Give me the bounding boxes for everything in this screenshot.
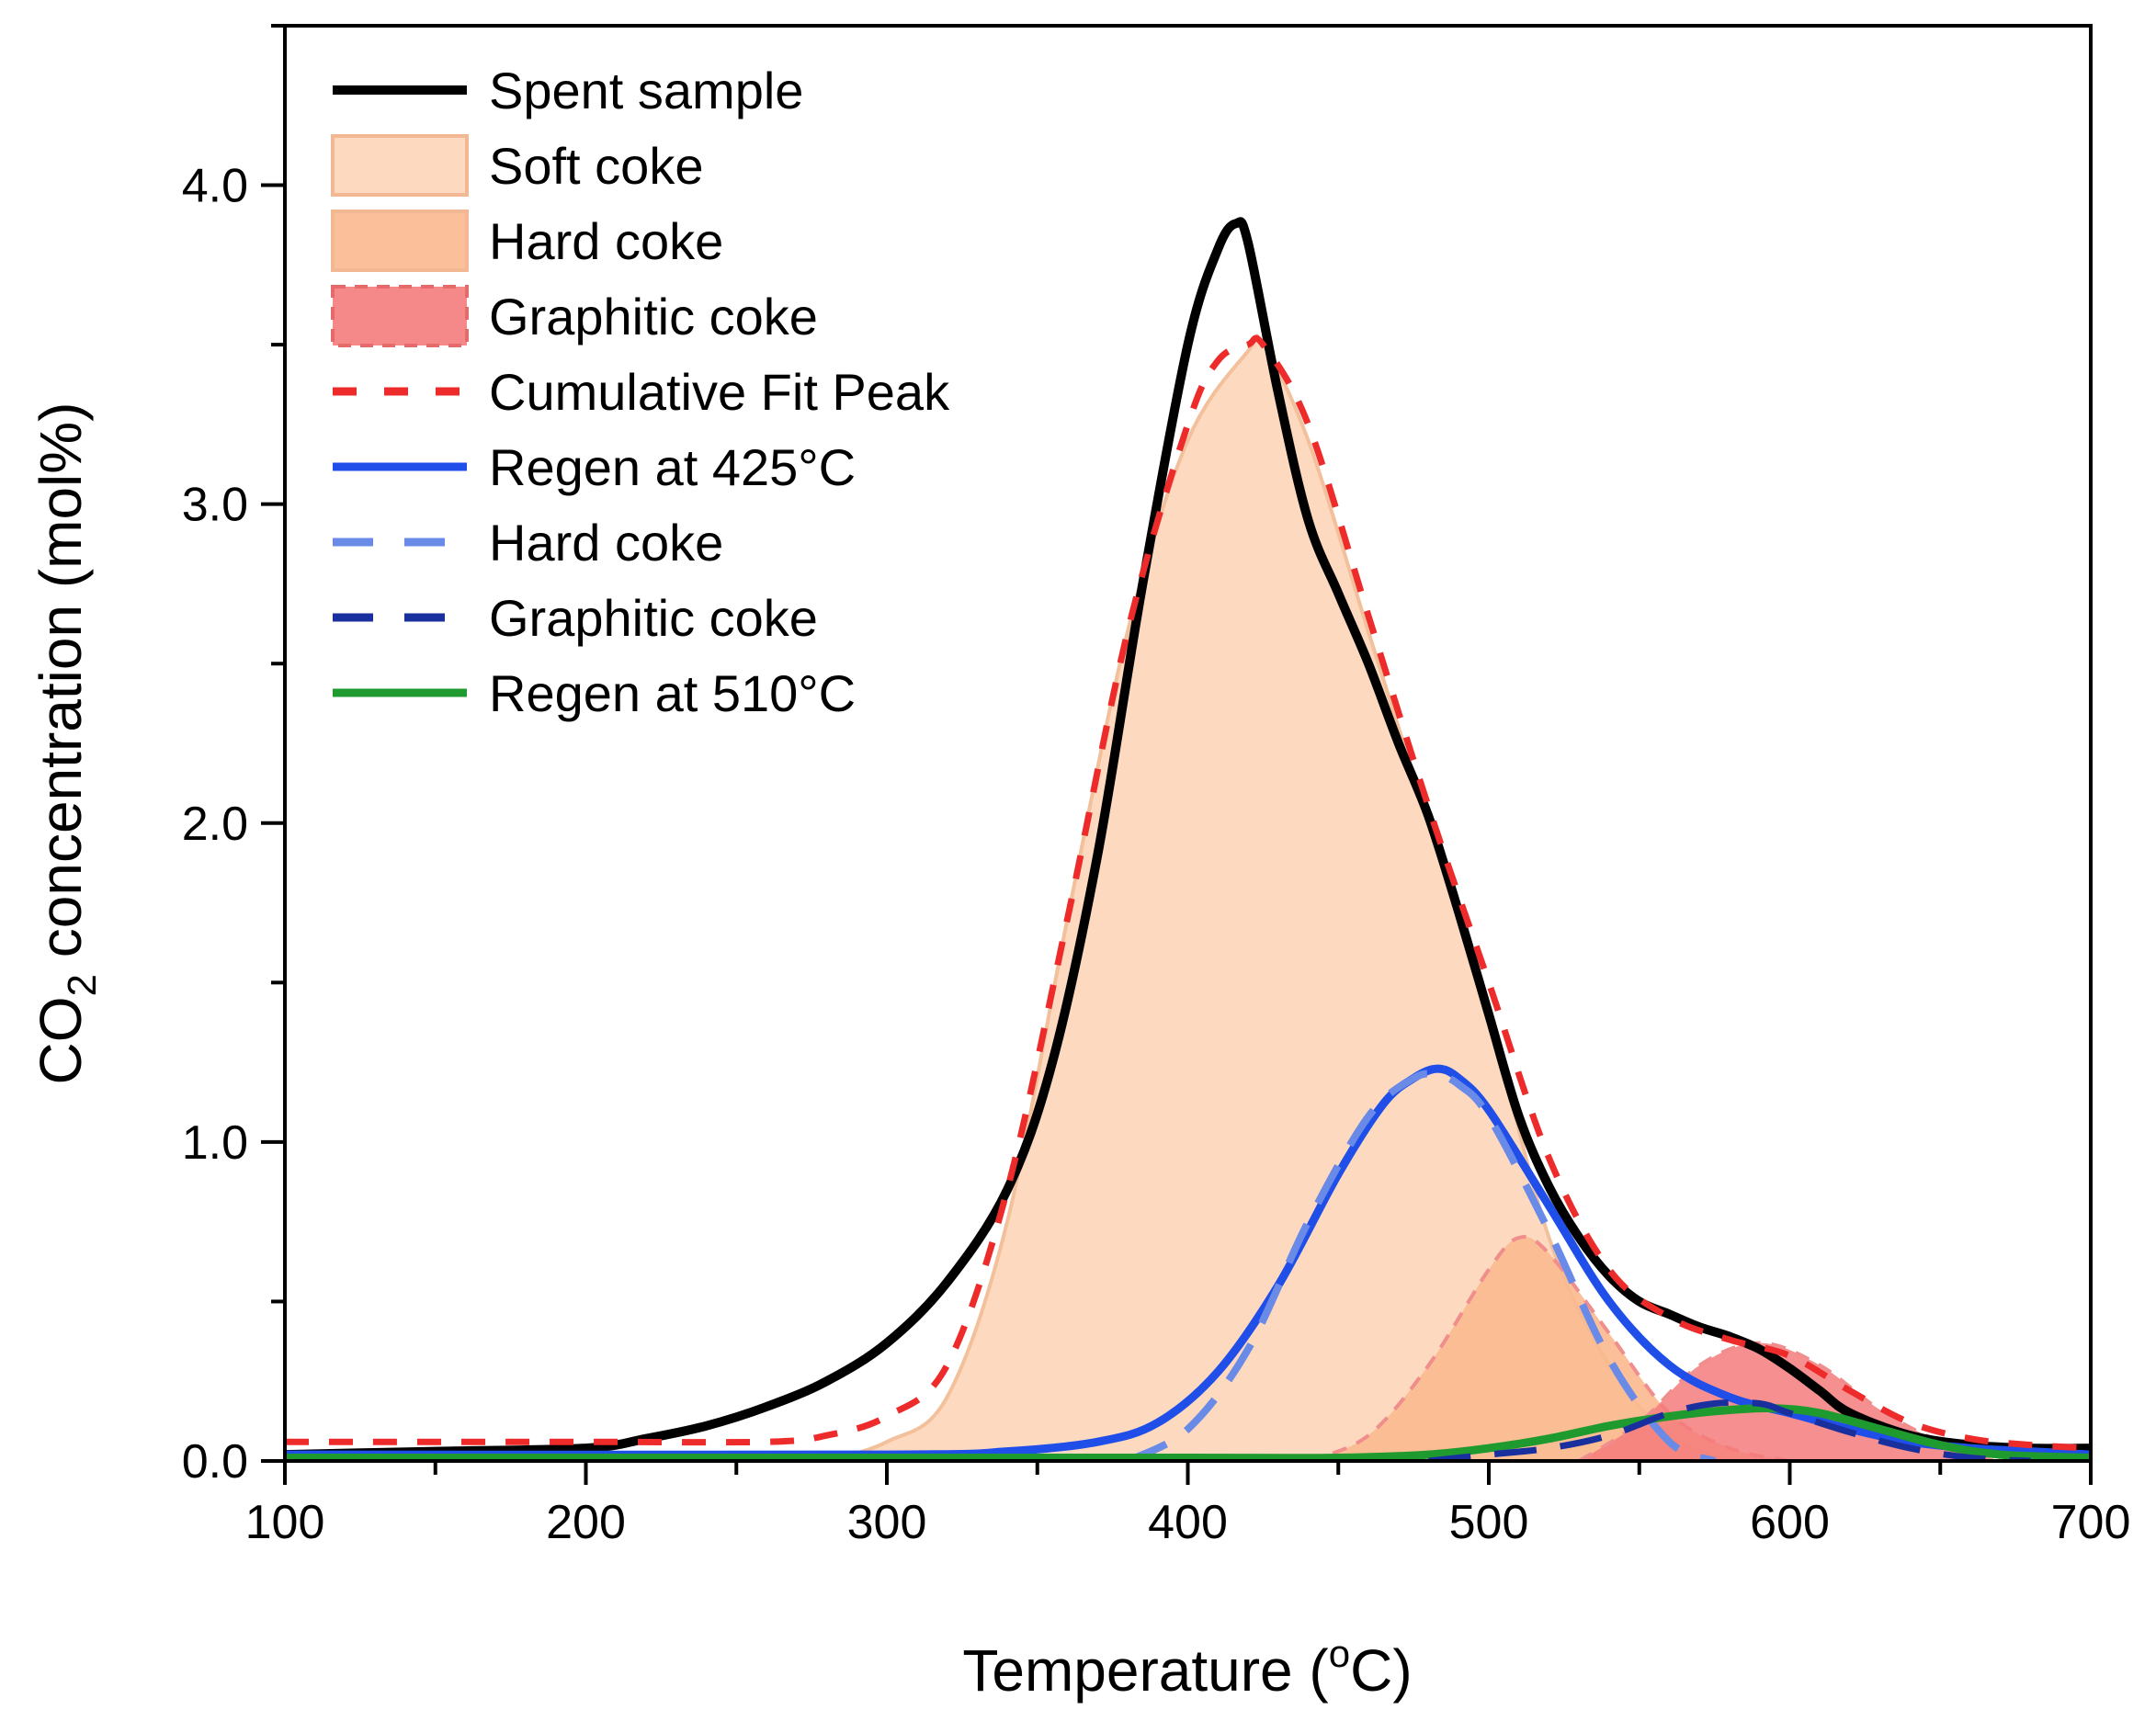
- legend-label-graphitic-coke-7: Graphitic coke: [489, 589, 818, 647]
- legend-label-regen-at-425-c-5: Regen at 425°C: [489, 438, 856, 496]
- legend-swatch-graphitic-coke-3: [331, 285, 469, 347]
- legend-label-regen-at-510-c-8: Regen at 510°C: [489, 664, 856, 722]
- y-axis-title: CO2 concentration (mol%): [28, 402, 105, 1085]
- line-graphitic-coke-7: [1428, 1398, 2031, 1461]
- y-tick-labels: 0.0 1.0 2.0 3.0 4.0: [182, 160, 248, 1489]
- y-tick-label: 1.0: [182, 1116, 248, 1170]
- y-tick-label: 4.0: [182, 160, 248, 213]
- legend: Spent sample Soft coke Hard coke Graphitic …: [331, 62, 950, 722]
- legend-swatch-hard-coke-2: [331, 209, 469, 272]
- x-tick-labels: 100 200 300 400 500 600 700: [245, 1496, 2131, 1549]
- series-lines: [285, 217, 2091, 1461]
- legend-label-soft-coke-1: Soft coke: [489, 137, 703, 195]
- x-tick-label: 700: [2051, 1496, 2131, 1549]
- axis-ticks: [261, 24, 2093, 1485]
- legend-label-hard-coke-2: Hard coke: [489, 212, 723, 270]
- y-tick-label: 0.0: [182, 1435, 248, 1489]
- x-tick-label: 300: [847, 1496, 927, 1549]
- y-tick-label: 2.0: [182, 798, 248, 851]
- x-tick-label: 600: [1750, 1496, 1830, 1549]
- x-tick-label: 500: [1449, 1496, 1529, 1549]
- legend-label-graphitic-coke-3: Graphitic coke: [489, 288, 818, 345]
- x-axis-title: Temperature (oC): [962, 1632, 1412, 1704]
- area-fills: [825, 334, 2002, 1461]
- legend-label-spent-sample-0: Spent sample: [489, 62, 803, 119]
- legend-swatch-soft-coke-1: [331, 134, 469, 197]
- area-hard-coke-2: [1308, 1237, 1790, 1461]
- y-tick-label: 3.0: [182, 479, 248, 532]
- area-soft-coke-1: [826, 335, 1730, 1461]
- x-tick-label: 100: [245, 1496, 325, 1549]
- legend-label-cumulative-fit-peak-4: Cumulative Fit Peak: [489, 363, 950, 421]
- x-tick-label: 200: [546, 1496, 626, 1549]
- legend-label-hard-coke-6: Hard coke: [489, 514, 723, 572]
- line-regen-at-510-c-8: [285, 1404, 2091, 1461]
- line-hard-coke-6: [1126, 1070, 1717, 1461]
- x-tick-label: 400: [1148, 1496, 1228, 1549]
